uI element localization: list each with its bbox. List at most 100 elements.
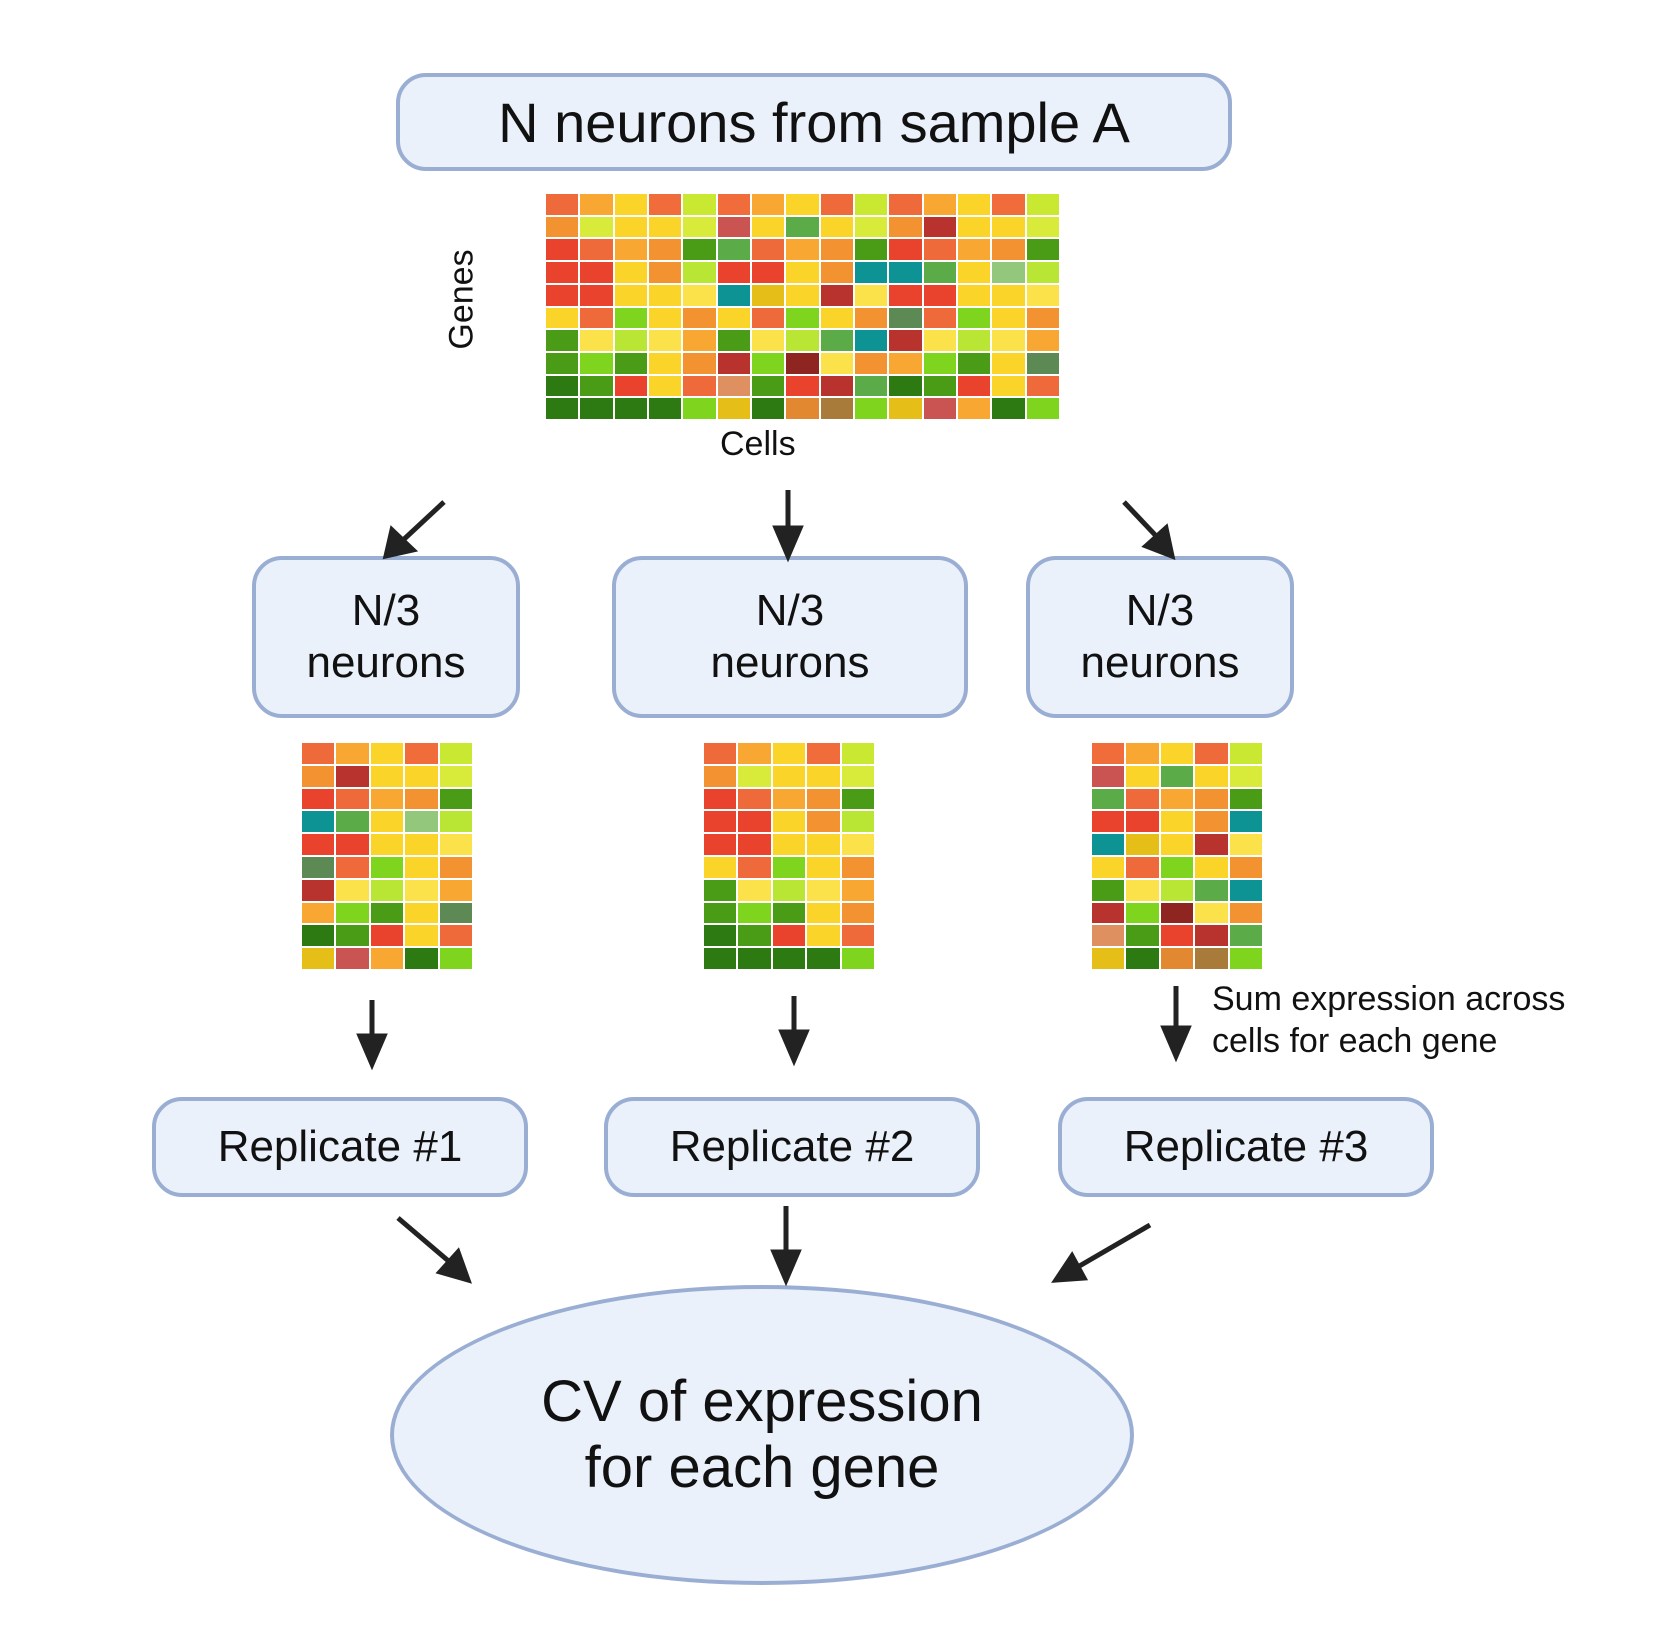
main-heatmap-cell — [717, 216, 750, 238]
main-heatmap-cell — [614, 216, 647, 238]
arrow-head-rep-1-result — [435, 1247, 472, 1284]
subset-heatmap-3-cell — [1126, 902, 1159, 924]
note-line-2: cells for each gene — [1212, 1022, 1498, 1060]
arrow-top-to-subset-3 — [1122, 500, 1160, 540]
main-heatmap-cell — [820, 262, 853, 283]
subset-heatmap-1-cell — [405, 902, 438, 924]
main-heatmap-cell — [992, 284, 1025, 306]
subset-heatmap-1-cell — [336, 743, 369, 764]
main-heatmap-cell — [546, 262, 579, 283]
subset-heatmap-3-cell — [1126, 788, 1159, 810]
main-heatmap-cell — [648, 330, 682, 351]
main-heatmap-cell — [992, 330, 1025, 351]
subset-heatmap-2-cell — [841, 743, 874, 764]
main-heatmap-cell — [717, 262, 750, 283]
main-heatmap-cell — [889, 239, 922, 261]
subset-heatmap-1-cell — [370, 788, 404, 810]
main-heatmap-cell — [957, 398, 991, 419]
subset-heatmap-2-cell — [738, 811, 771, 833]
main-heatmap-cell — [546, 307, 579, 329]
main-heatmap-cell — [992, 216, 1025, 238]
subset-heatmap-1-cell — [336, 925, 369, 947]
subset-heatmap-2-cell — [738, 902, 771, 924]
subset-heatmap-3-cell — [1092, 788, 1125, 810]
main-heatmap-cell — [786, 307, 819, 329]
subset-heatmap-1-cell — [336, 788, 369, 810]
subset-box-2: N/3 neurons — [612, 556, 968, 718]
subset-heatmap-3-cell — [1195, 834, 1228, 855]
sum-expression-note: Sum expression across cells for each gen… — [1212, 978, 1565, 1062]
replicate-box-1: Replicate #1 — [152, 1097, 528, 1197]
main-heatmap-cell — [957, 375, 991, 397]
subset-heatmap-1-cell — [302, 948, 335, 969]
subset-heatmap-3-cell — [1229, 902, 1262, 924]
subset-heatmap-3-cell — [1195, 765, 1228, 787]
subset-heatmap-1-cell — [302, 743, 335, 764]
main-heatmap-cell — [889, 398, 922, 419]
main-heatmap-cell — [889, 262, 922, 283]
main-heatmap-cell — [923, 352, 956, 374]
main-heatmap-cell — [957, 194, 991, 215]
subset-heatmap-1-cell — [370, 811, 404, 833]
main-heatmap-cell — [1026, 284, 1059, 306]
main-heatmap-cell — [992, 239, 1025, 261]
main-heatmap-cell — [546, 194, 579, 215]
main-heatmap-cell — [923, 284, 956, 306]
subset-heatmap-2-cell — [704, 743, 737, 764]
main-heatmap-cell — [717, 330, 750, 351]
subset-heatmap-3-cell — [1126, 834, 1159, 855]
subset-heatmap-3 — [1092, 743, 1262, 969]
subset-heatmap-3-cell — [1160, 856, 1194, 878]
subset-2-line1: N/3 — [755, 586, 825, 635]
main-heatmap — [546, 194, 1059, 419]
main-heatmap-cell — [992, 194, 1025, 215]
subset-heatmap-2-cell — [704, 765, 737, 787]
subset-heatmap-2-cell — [841, 925, 874, 947]
main-heatmap-cell — [717, 307, 750, 329]
main-heatmap-cell — [614, 307, 647, 329]
main-heatmap-cell — [751, 352, 785, 374]
subset-heatmap-3-cell — [1195, 948, 1228, 969]
main-heatmap-cell — [854, 352, 888, 374]
main-heatmap-cell — [580, 375, 613, 397]
main-heatmap-cell — [923, 307, 956, 329]
subset-heatmap-1-cell — [405, 765, 438, 787]
main-heatmap-cell — [614, 398, 647, 419]
main-heatmap-cell — [820, 216, 853, 238]
subset-heatmap-3-cell — [1092, 879, 1125, 901]
main-heatmap-cell — [923, 375, 956, 397]
subset-heatmap-3-cell — [1229, 925, 1262, 947]
subset-heatmap-2-cell — [807, 765, 840, 787]
subset-heatmap-3-cell — [1092, 765, 1125, 787]
subset-heatmap-2-cell — [772, 948, 806, 969]
main-heatmap-cell — [648, 194, 682, 215]
subset-heatmap-1-cell — [439, 948, 472, 969]
arrow-head-subset-3-rep — [1160, 1025, 1192, 1063]
subset-heatmap-2-cell — [772, 856, 806, 878]
arrow-replicate-3-to-result — [1074, 1222, 1152, 1271]
subset-heatmap-2-cell — [807, 902, 840, 924]
subset-3-line1: N/3 — [1125, 586, 1195, 635]
subset-heatmap-1-cell — [302, 925, 335, 947]
main-heatmap-cell — [957, 284, 991, 306]
subset-heatmap-3-cell — [1092, 948, 1125, 969]
subset-heatmap-2-cell — [704, 879, 737, 901]
subset-heatmap-2-cell — [738, 879, 771, 901]
subset-1-line1: N/3 — [351, 586, 421, 635]
main-heatmap-cell — [923, 398, 956, 419]
subset-heatmap-2-cell — [738, 925, 771, 947]
subset-heatmap-2-cell — [772, 902, 806, 924]
main-heatmap-cell — [889, 352, 922, 374]
main-heatmap-cell — [786, 398, 819, 419]
subset-heatmap-1-cell — [439, 925, 472, 947]
main-heatmap-cell — [1026, 330, 1059, 351]
subset-heatmap-3-cell — [1229, 811, 1262, 833]
subset-heatmap-3-cell — [1126, 856, 1159, 878]
main-heatmap-cell — [992, 398, 1025, 419]
main-heatmap-cell — [923, 262, 956, 283]
subset-heatmap-2-cell — [807, 948, 840, 969]
subset-box-1: N/3 neurons — [252, 556, 520, 718]
subset-heatmap-2-cell — [772, 925, 806, 947]
main-heatmap-cell — [889, 216, 922, 238]
subset-heatmap-2-cell — [772, 743, 806, 764]
